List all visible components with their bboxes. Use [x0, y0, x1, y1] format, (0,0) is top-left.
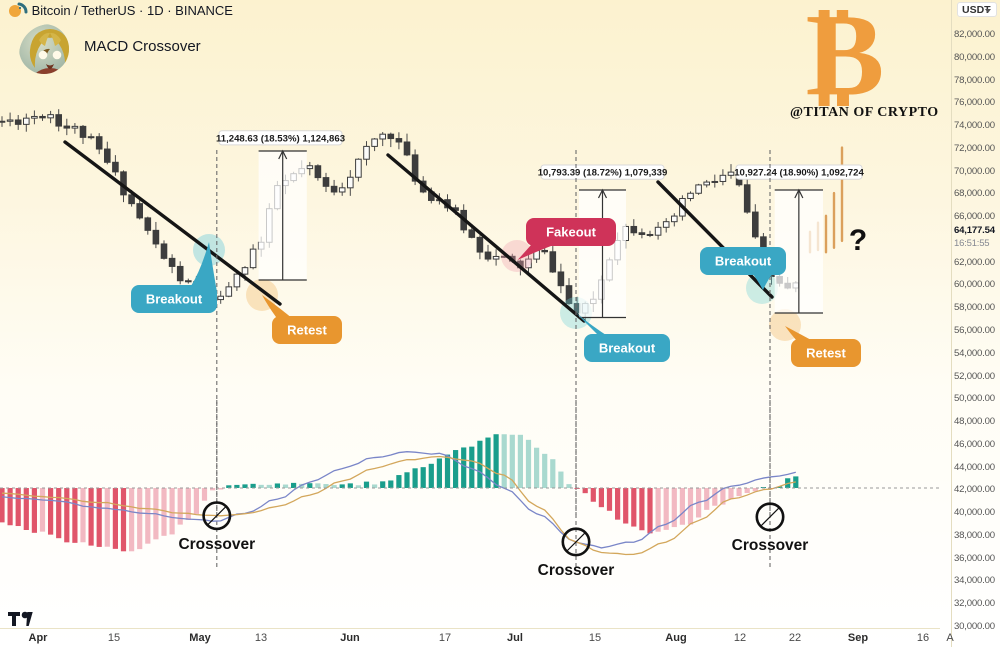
svg-text:Retest: Retest	[287, 323, 327, 338]
svg-text:Retest: Retest	[806, 346, 846, 361]
svg-text:?: ?	[849, 224, 867, 257]
svg-text:Breakout: Breakout	[146, 292, 203, 307]
svg-text:Breakout: Breakout	[599, 341, 656, 356]
svg-text:Crossover: Crossover	[732, 537, 809, 554]
svg-text:₿: ₿	[806, 10, 885, 106]
svg-text:Crossover: Crossover	[538, 562, 615, 579]
svg-text:10,793.39 (18.72%) 1,079,339: 10,793.39 (18.72%) 1,079,339	[538, 168, 668, 179]
svg-text:Breakout: Breakout	[715, 254, 772, 269]
svg-text:11,248.63 (18.53%) 1,124,863: 11,248.63 (18.53%) 1,124,863	[216, 133, 345, 144]
svg-text:10,927.24 (18.90%) 1,092,724: 10,927.24 (18.90%) 1,092,724	[734, 168, 864, 179]
svg-text:Crossover: Crossover	[178, 536, 255, 553]
svg-text:Fakeout: Fakeout	[546, 225, 597, 240]
